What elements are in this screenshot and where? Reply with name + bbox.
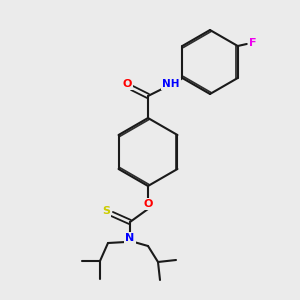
Text: O: O [143, 199, 153, 209]
Text: O: O [122, 79, 132, 89]
Text: S: S [102, 206, 110, 216]
Text: N: N [125, 233, 135, 243]
Text: F: F [249, 38, 256, 48]
Text: NH: NH [162, 79, 180, 89]
